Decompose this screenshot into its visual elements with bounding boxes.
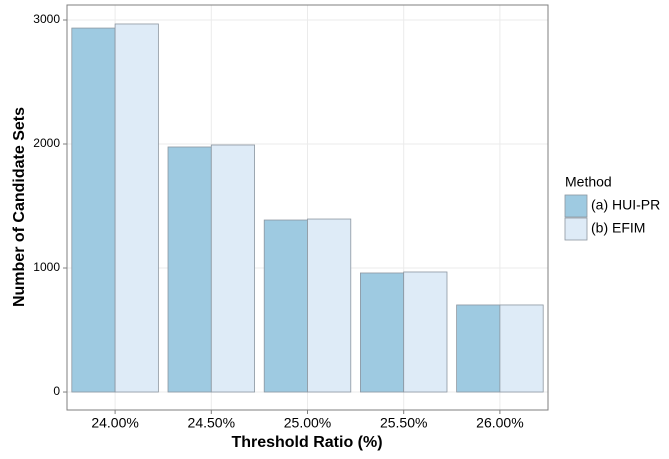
bar (71, 27, 116, 393)
y-axis-title: Number of Candidate Sets (11, 107, 28, 307)
y-tick-label: 1000 (33, 260, 60, 274)
legend-key (564, 194, 588, 218)
x-tick-label: 24.00% (91, 415, 138, 431)
legend-label: (a) HUI-PR (591, 197, 660, 213)
x-axis-title: Threshold Ratio (%) (231, 434, 382, 451)
legend-label: (b) EFIM (591, 220, 645, 236)
bar (307, 218, 352, 393)
y-tick-label: 3000 (33, 12, 60, 26)
bars (71, 23, 544, 393)
bar (263, 219, 308, 393)
legend-key (564, 217, 588, 241)
bar (114, 23, 159, 393)
legend-title: Method (565, 174, 612, 190)
x-tick-label: 26.00% (476, 415, 523, 431)
legend: Method (a) HUI-PR (b) EFIM (564, 174, 660, 241)
y-tick-label: 2000 (33, 136, 60, 150)
x-tick-label: 25.00% (284, 415, 331, 431)
bar (167, 146, 212, 393)
x-tick-label: 24.50% (188, 415, 235, 431)
bar (499, 304, 544, 393)
bar (360, 272, 405, 393)
axes: 0 1000 2000 3000 24.00% 24.50% 25.00% 25.50% 26.… (33, 12, 523, 431)
y-tick-label: 0 (53, 384, 60, 398)
bar (456, 304, 501, 393)
x-tick-label: 25.50% (380, 415, 427, 431)
bar (403, 271, 448, 393)
bar (210, 144, 255, 393)
